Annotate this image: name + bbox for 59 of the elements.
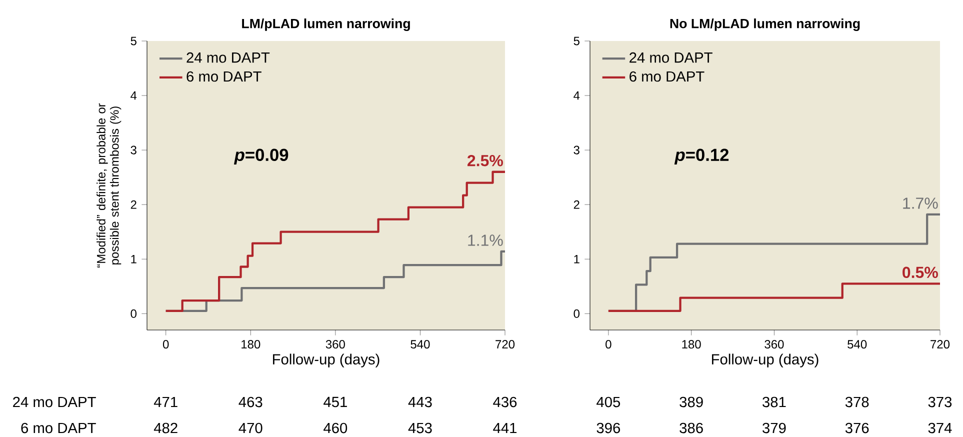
text: 376 [845, 422, 869, 434]
text: 378 [845, 396, 869, 408]
y-tick-label: 5 [130, 36, 136, 46]
legend-label: 24 mo DAPT [630, 52, 712, 63]
x-axis-title: Follow-up (days) [712, 354, 818, 368]
text: 379 [762, 422, 786, 434]
text: 463 [238, 396, 262, 408]
x-tick-label: 720 [496, 340, 515, 349]
text: 405 [596, 396, 620, 408]
text: 396 [596, 422, 620, 434]
y-tick-label: 4 [130, 91, 137, 100]
y-axis-title: “Modified” definite, probable or possible stent thrombosis (%) [96, 103, 122, 268]
text: 373 [928, 396, 952, 408]
text: 381 [762, 396, 786, 408]
y-tick-label: 5 [574, 36, 580, 46]
x-tick-label: 360 [326, 340, 345, 349]
legend-label: 6 mo DAPT [630, 71, 704, 82]
y-tick-label: 1 [574, 254, 580, 264]
annotation: 0.5% [902, 266, 938, 278]
y-tick-label: 2 [130, 200, 136, 209]
annotation: 1.1% [468, 234, 503, 246]
text: 460 [324, 422, 348, 434]
y-tick-label: 0 [130, 309, 136, 318]
x-tick-label: 0 [162, 340, 169, 349]
x-tick-label: 540 [410, 340, 430, 349]
text: 482 [154, 422, 178, 434]
chart-title: No LM/pLAD lumen narrowing [670, 18, 860, 31]
text: 374 [928, 422, 952, 434]
annotation: 1.7% [903, 198, 938, 209]
legend-label: 24 mo DAPT [186, 52, 270, 63]
x-tick-label: 180 [682, 340, 701, 349]
x-tick-label: 0 [606, 340, 612, 349]
text: 24 mo DAPT [13, 396, 96, 408]
annotation: p=0.09 [234, 148, 288, 164]
text: 389 [680, 396, 703, 408]
text: 386 [680, 422, 703, 434]
text: 443 [408, 396, 432, 408]
text: 470 [238, 422, 262, 434]
y-tick-label: 0 [574, 309, 580, 318]
annotation: p=0.12 [674, 148, 729, 164]
x-axis-title: Follow-up (days) [273, 354, 380, 368]
y-tick-label: 3 [130, 146, 136, 154]
text: 451 [324, 396, 347, 408]
text: 6 mo DAPT [21, 422, 96, 434]
text: 436 [493, 396, 517, 408]
chart-title: LM/pLAD lumen narrowing [242, 18, 410, 31]
x-tick-label: 180 [242, 340, 260, 349]
text: 453 [408, 422, 432, 434]
x-tick-label: 540 [848, 340, 867, 349]
x-tick-label: 360 [764, 340, 784, 349]
y-tick-label: 1 [131, 254, 136, 264]
y-tick-label: 4 [574, 91, 580, 100]
text: 441 [493, 422, 517, 434]
y-tick-label: 2 [574, 200, 580, 209]
legend-label: 6 mo DAPT [186, 71, 262, 82]
x-tick-label: 720 [930, 340, 950, 349]
y-tick-label: 3 [574, 146, 580, 154]
text: 471 [154, 396, 178, 408]
annotation: 2.5% [468, 154, 503, 166]
